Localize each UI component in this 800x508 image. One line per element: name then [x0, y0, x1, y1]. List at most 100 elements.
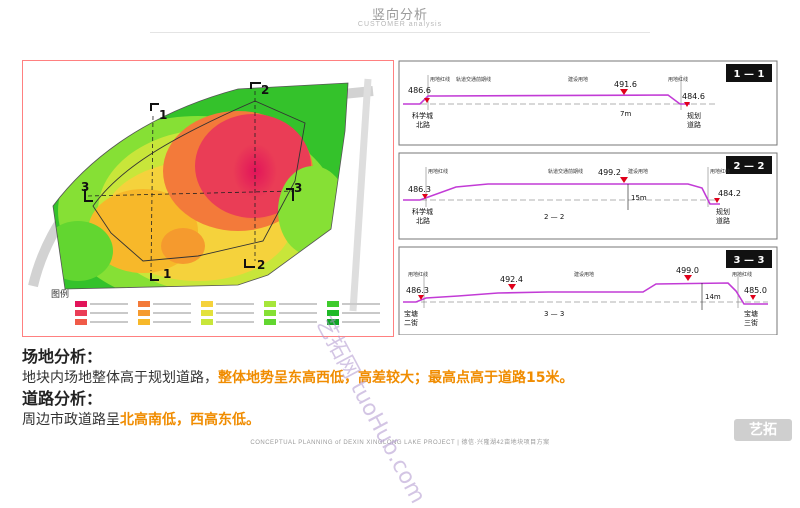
elevation-arrow — [418, 295, 424, 300]
road-name-left: 科学城 — [412, 111, 433, 120]
legend-title: 图例 — [51, 288, 69, 300]
road-analysis-plain: 周边市政道路呈 — [22, 412, 120, 428]
section-bracket — [150, 103, 159, 111]
profile-1: 1 — 1 用地红线 轨道交通前期线 建设用地 用地红线 486.6 491.6… — [398, 60, 778, 146]
legend-swatch-caption — [90, 312, 128, 314]
road-name-right: 宝塘 — [744, 309, 758, 318]
legend-swatch — [327, 319, 339, 325]
section-marker-3-right: 3 — [294, 181, 302, 195]
elevation-arrow — [422, 194, 428, 199]
page-title: 竖向分析 — [371, 8, 428, 23]
road-analysis-heading: 道路分析： — [22, 389, 103, 408]
profile-1-label: 用地红线 — [668, 76, 688, 83]
legend-swatch — [138, 319, 150, 325]
height-difference: 15m — [631, 194, 647, 202]
profile-2-line — [403, 183, 720, 205]
site-analysis-highlight: 整体地势呈东高西低，高差较大；最高点高于道路15米。 — [218, 370, 574, 386]
site-analysis-plain: 地块内场地整体高于规划道路， — [22, 370, 218, 386]
legend-swatch — [327, 310, 339, 316]
legend-swatch — [201, 301, 213, 307]
profile-tag-bg — [726, 250, 772, 268]
legend-swatch-caption — [342, 321, 380, 323]
red-line-boundary — [92, 100, 306, 262]
section-label: 2 — 2 — [544, 213, 564, 221]
profile-2-label: 建设用地 — [628, 168, 648, 175]
legend-swatch-caption — [153, 312, 191, 314]
section-marker-3-left: 3 — [81, 180, 89, 194]
elevation-arrow — [424, 98, 430, 103]
legend-swatch — [75, 310, 87, 316]
legend — [75, 301, 380, 325]
height-difference: 7m — [620, 110, 631, 118]
elevation-map: 1 2 3 3 1 2 图例 — [22, 60, 394, 337]
elevation-arrow — [508, 284, 516, 290]
profile-3-label: 用地红线 — [732, 271, 752, 278]
elevation-label: 492.4 — [500, 275, 523, 284]
section-profiles-svg: 1 — 1 用地红线 轨道交通前期线 建设用地 用地红线 486.6 491.6… — [398, 60, 778, 336]
profile-tag-bg — [726, 64, 772, 82]
profile-2-label: 轨道交通前期线 — [548, 168, 583, 175]
elevation-label: 485.0 — [744, 286, 767, 295]
profile-3-line — [403, 282, 768, 305]
page-subtitle: CUSTOMER analysis — [357, 21, 443, 28]
section-bracket — [84, 189, 93, 202]
profile-2-label: 用地红线 — [710, 168, 730, 175]
legend-swatch-caption — [279, 312, 317, 314]
legend-swatch-caption — [216, 321, 254, 323]
legend-swatch-caption — [153, 321, 191, 323]
profile-3-label: 建设用地 — [574, 271, 594, 278]
road-name-right: 三街 — [744, 318, 758, 327]
elevation-arrow — [684, 102, 690, 107]
legend-swatch — [138, 310, 150, 316]
legend-swatch-caption — [216, 312, 254, 314]
elevation-map-svg: 1 2 3 3 1 2 图例 — [28, 78, 380, 325]
profile-3-label: 用地红线 — [408, 271, 428, 278]
section-line-3 — [87, 190, 294, 197]
legend-swatch — [264, 301, 276, 307]
section-marker-1-bottom: 1 — [163, 267, 171, 281]
section-bracket — [250, 82, 261, 89]
elevation-arrow — [620, 177, 628, 183]
page-footer: CONCEPTUAL PLANNING of DEXIN XINGLONG LA… — [250, 440, 550, 446]
legend-swatch — [201, 319, 213, 325]
legend-swatch-caption — [90, 321, 128, 323]
legend-swatch — [138, 301, 150, 307]
road-analysis-highlight: 北高南低，西高东低。 — [120, 412, 260, 428]
section-profiles: 1 — 1 用地红线 轨道交通前期线 建设用地 用地红线 486.6 491.6… — [398, 60, 778, 336]
profile-tag-bg — [726, 156, 772, 174]
elevation-arrow — [684, 275, 692, 281]
section-marker-2-top: 2 — [261, 83, 269, 97]
road-name-left: 二街 — [404, 318, 418, 327]
profile-1-line — [403, 94, 690, 105]
road-name-right: 道路 — [716, 216, 730, 225]
section-line-1 — [150, 115, 154, 272]
road-name-left: 科学城 — [412, 207, 433, 216]
section-bracket — [150, 273, 159, 281]
profile-1-label: 建设用地 — [568, 76, 588, 83]
elevation-label: 486.3 — [406, 286, 429, 295]
legend-swatch — [264, 319, 276, 325]
elevation-label: 486.6 — [408, 86, 431, 95]
elevation-label: 484.6 — [682, 92, 705, 101]
road-name-right: 道路 — [687, 120, 701, 129]
section-bracket — [286, 188, 294, 201]
profile-3-tag: 3 — 3 — [734, 255, 765, 266]
elevation-label: 486.3 — [408, 185, 431, 194]
height-difference: 14m — [705, 293, 721, 301]
road-name-right: 规划 — [716, 207, 730, 216]
legend-swatch — [75, 301, 87, 307]
section-marker-1-top: 1 — [159, 108, 167, 122]
legend-swatch-caption — [279, 321, 317, 323]
road-analysis-text: 周边市政道路呈北高南低，西高东低。 — [22, 410, 782, 430]
legend-swatch — [327, 301, 339, 307]
road-name-right: 规划 — [687, 111, 701, 120]
title-divider — [150, 32, 650, 33]
elevation-label: 484.2 — [718, 189, 741, 198]
profile-1-label: 用地红线 — [430, 76, 450, 83]
legend-swatch-caption — [153, 303, 191, 305]
elevation-arrow — [714, 198, 720, 203]
road-name-left: 北路 — [416, 216, 430, 225]
profile-2-label: 用地红线 — [428, 168, 448, 175]
elevation-label: 491.6 — [614, 80, 637, 89]
analysis-notes: 场地分析： 地块内场地整体高于规划道路，整体地势呈东高西低，高差较大；最高点高于… — [22, 346, 782, 430]
